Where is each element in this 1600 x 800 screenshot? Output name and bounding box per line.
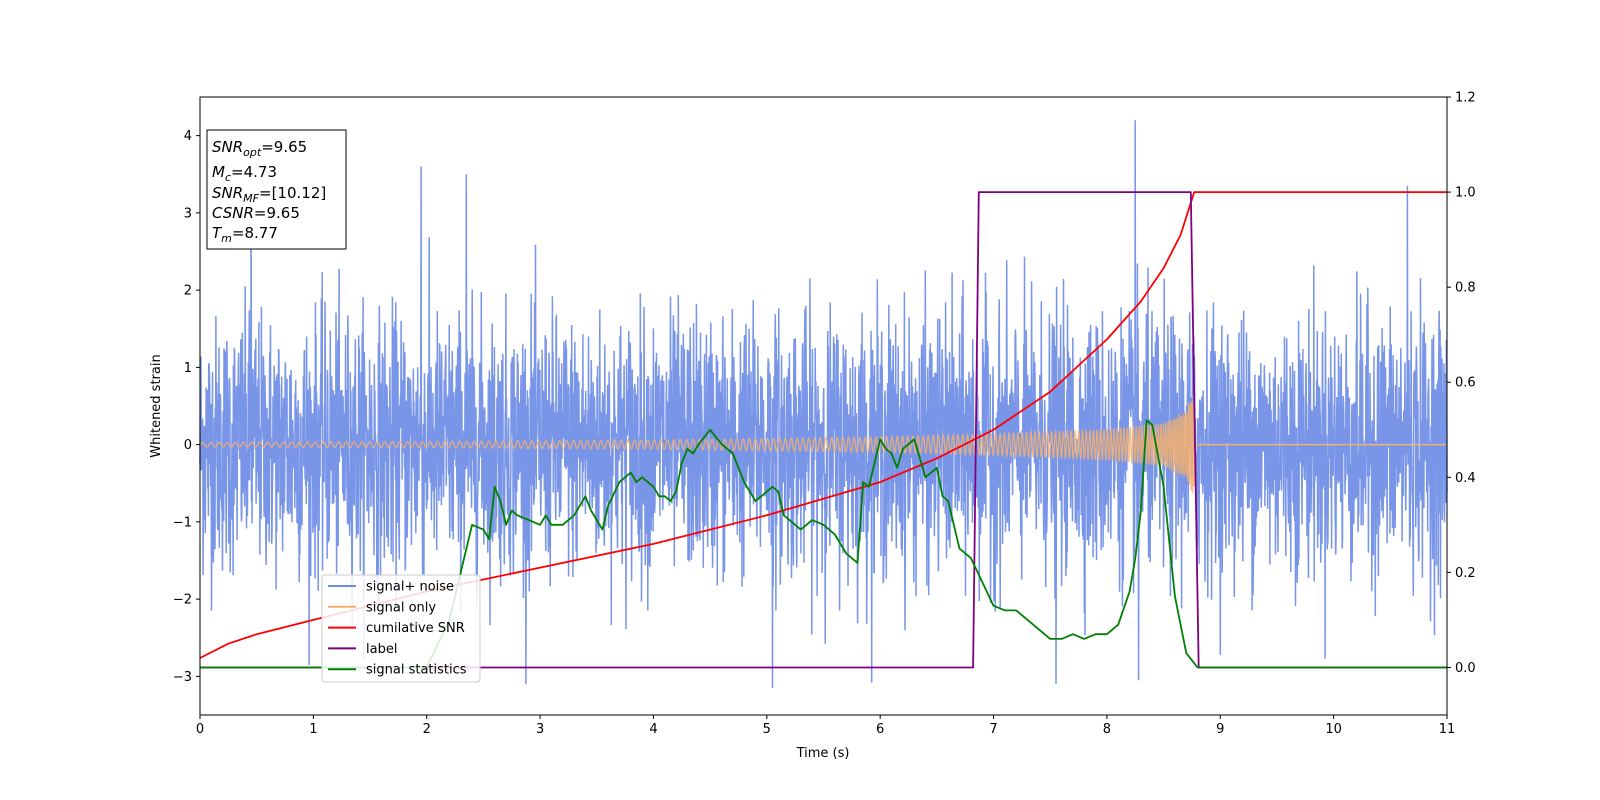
axes: 0 1 2 3 4 5 6 7 8 9 10 11 −3 −2 −1 0 1 2 3 4 0.0 0.2 0.4 0.6 0.8… [173,91,1476,738]
y-left-tick-label: 1 [184,361,192,376]
legend-frame [321,574,481,683]
x-axis-label: Time (s) [796,746,850,761]
series-signal-noise [199,120,1448,689]
annotation-line: SNRMF=[10.12] [212,184,326,205]
legend: signal+ noise signal only cumilative SNR la… [321,574,481,683]
y-left-tick-label: −1 [173,515,192,530]
y-left-tick-label: 3 [184,206,192,221]
y-left-tick-label: −3 [173,670,192,685]
annotation-line: Tm=8.77 [212,224,278,245]
legend-entry: signal+ noise [366,580,454,595]
x-tick-label: 10 [1325,722,1342,737]
y-left-tick-label: −2 [173,593,192,608]
y-right-tick-label: 0.2 [1455,566,1476,581]
legend-entry: cumilative SNR [366,621,465,636]
x-tick-label: 6 [876,722,884,737]
x-tick-label: 5 [763,722,771,737]
x-tick-label: 11 [1439,722,1456,737]
legend-entry: signal only [366,600,436,615]
y-right-tick-label: 0.6 [1455,376,1476,391]
plot-frame [199,96,1448,716]
y-right-tick-label: 1.2 [1455,91,1476,106]
series-signal-statistics [200,419,1447,669]
legend-entry: signal statistics [366,663,467,678]
legend-entry: label [366,642,397,657]
annotation-line: Mc=4.73 [212,163,277,184]
annotation-line: CSNR=9.65 [212,204,300,222]
y-right-tick-label: 1.0 [1455,186,1476,201]
y-left-tick-label: 2 [184,284,192,299]
x-tick-label: 1 [309,722,317,737]
annotation-line: SNRopt=9.65 [212,138,307,159]
y-axis-label: Whitened strain [149,354,164,457]
y-left-tick-label: 0 [184,438,192,453]
x-tick-label: 4 [649,722,657,737]
annotation-box: SNRopt=9.65 Mc=4.73SNRMF=[10.12]CSNR=9.65… [206,129,347,250]
annotation-box-frame [206,129,347,250]
y-right-tick-label: 0.8 [1455,281,1476,296]
y-left-tick-label: 4 [184,129,192,144]
y-right-tick-label: 0.4 [1455,471,1476,486]
x-tick-label: 7 [989,722,997,737]
x-tick-label: 0 [196,722,204,737]
y-right-tick-label: 0.0 [1455,661,1476,676]
x-tick-label: 8 [1103,722,1111,737]
x-tick-label: 2 [423,722,431,737]
x-tick-label: 3 [536,722,544,737]
x-tick-label: 9 [1216,722,1224,737]
